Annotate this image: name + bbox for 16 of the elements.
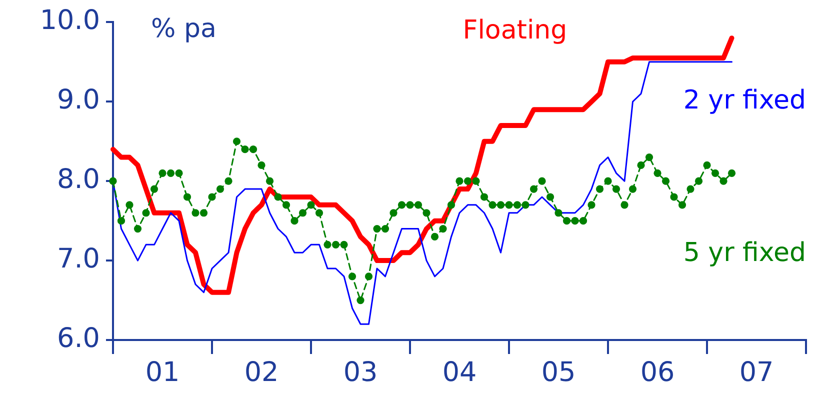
- x-tick-label: 05: [541, 357, 576, 388]
- x-tick-label: 01: [145, 357, 180, 388]
- x-tick-label: 04: [442, 357, 477, 388]
- x-tick-label: 03: [343, 357, 378, 388]
- x-tick-label: 06: [640, 357, 675, 388]
- series-label: Floating: [462, 15, 568, 46]
- y-tick-label: 6.0: [57, 323, 100, 354]
- y-tick-label: 10.0: [40, 5, 100, 36]
- y-tick-label: 8.0: [57, 164, 100, 196]
- x-tick-label: 07: [739, 357, 774, 388]
- series-label: 5 yr fixed: [683, 238, 806, 268]
- series-label: 2 yr fixed: [683, 85, 806, 116]
- y-tick-label: 9.0: [57, 84, 100, 116]
- annotation: % pa: [151, 14, 216, 44]
- x-tick-label: 02: [244, 357, 279, 388]
- y-tick-label: 7.0: [57, 244, 100, 275]
